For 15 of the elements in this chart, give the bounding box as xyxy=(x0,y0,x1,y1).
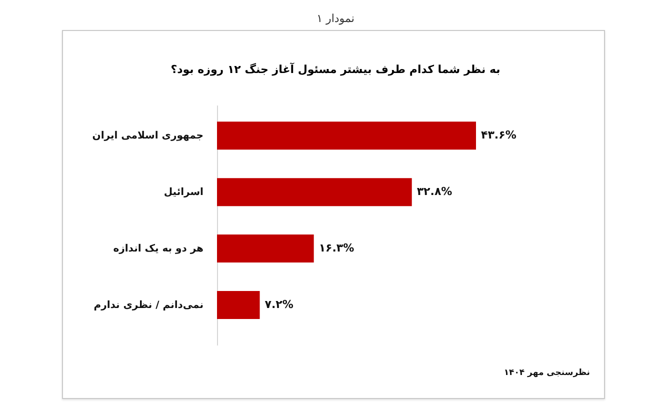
bar xyxy=(217,122,476,150)
bar xyxy=(217,178,412,206)
bar xyxy=(217,290,260,319)
y-tick-label: هر دو به یک اندازه xyxy=(113,244,204,255)
data-label: ۴۳.۶% xyxy=(481,128,516,142)
y-tick-label: اسرائیل xyxy=(164,187,204,198)
data-label: ۱۶.۳% xyxy=(318,242,354,255)
y-tick-label: نمی‌دانم / نظری ندارم xyxy=(94,300,204,311)
chart-title: نمودار ۱ xyxy=(316,12,354,25)
bar xyxy=(217,234,314,263)
data-label: ۳۲.۸% xyxy=(416,185,452,198)
y-tick-label: جمهوری اسلامی ایران xyxy=(92,130,204,142)
text: نظرسنجی مهر ۱۴۰۴ xyxy=(504,368,590,378)
data-label: ۷.۲% xyxy=(264,298,294,311)
chart-subtitle: به نظر شما کدام طرف بیشتر مسئول آغاز جنگ ۱۲ روزه بود؟ xyxy=(170,62,500,76)
